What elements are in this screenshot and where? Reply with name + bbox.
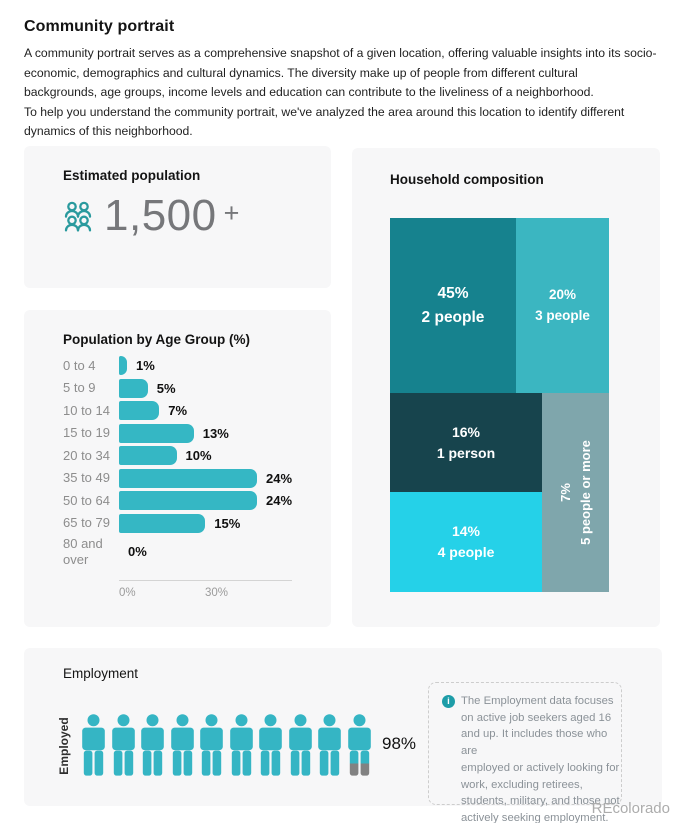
person-icon (139, 714, 166, 781)
age-bar (119, 468, 257, 488)
treemap-value-label: 16% (451, 423, 480, 440)
employment-value: 98% (382, 734, 417, 753)
age-chart-row: 5 to 9 5% (63, 378, 318, 398)
treemap-block: 45% 2 people (390, 218, 516, 393)
population-value: 1,500 (104, 191, 217, 240)
age-bar (119, 401, 160, 420)
person-icon (287, 714, 314, 781)
people-group-icon (61, 201, 95, 232)
treemap-value-label: 14% (451, 523, 480, 539)
info-icon: i (442, 695, 455, 708)
age-row-label: 35 to 49 (63, 470, 110, 486)
person-icon (80, 714, 107, 781)
household-composition-card: Household composition 45% 2 people 20% 3 pe… (352, 148, 660, 627)
age-bar-value: 13% (202, 425, 229, 441)
person-icon (346, 714, 373, 781)
age-bar-value: 0% (128, 544, 147, 560)
person-icon (110, 714, 137, 781)
treemap-block: 20% 3 people (516, 218, 609, 393)
treemap-category-label: 4 people (437, 544, 495, 560)
person-icon (228, 714, 255, 781)
age-bar (119, 378, 148, 398)
age-row-label: 15 to 19 (63, 425, 110, 441)
employment-note: The Employment data focuses on active jo… (461, 695, 620, 823)
treemap-value-label: 45% (437, 285, 469, 303)
treemap-block-text: 45% 2 people (422, 282, 485, 329)
treemap-value-label: 20% (548, 287, 576, 303)
person-icon (316, 714, 343, 781)
age-chart: 0 to 4 1% 5 to 9 5% 10 to 14 7% 15 to 19 13% 20 … (63, 356, 318, 571)
age-bar (119, 446, 177, 465)
employment-note-box: i The Employment data focuses on active … (428, 682, 622, 823)
age-bar-value: 7% (168, 403, 188, 418)
age-bar (119, 491, 257, 510)
age-bar-value: 24% (266, 470, 293, 486)
age-row-label: 65 to 79 (63, 515, 110, 531)
age-bar-value: 15% (214, 515, 241, 531)
employment-pictogram (80, 714, 373, 781)
age-chart-row: 35 to 49 24% (63, 468, 318, 488)
person-icon (257, 714, 284, 781)
age-bar (119, 423, 194, 443)
estimated-population-card: Estimated population 1,500 + (24, 146, 331, 288)
household-chart-title: Household composition (390, 172, 544, 187)
treemap-block: 16% 1 person (390, 393, 542, 492)
treemap-block-text: 16% 1 person (437, 422, 495, 464)
age-row-label: 0 to 4 (63, 357, 96, 373)
population-value-suffix: + (223, 197, 240, 228)
age-chart-axis-line (119, 580, 292, 581)
axis-tick-label-30: 30% (205, 587, 229, 599)
treemap-block-text: 14% 4 people (438, 521, 495, 563)
age-bar-value: 24% (266, 493, 293, 508)
age-chart-row: 65 to 79 15% (63, 513, 318, 533)
estimated-population-value-row: 1,500 + (61, 194, 239, 238)
age-chart-row: 50 to 64 24% (63, 491, 318, 510)
employment-axis-label: Employed (57, 717, 71, 775)
age-row-label: 80 and over (63, 536, 103, 567)
age-chart-row: 20 to 34 10% (63, 446, 318, 465)
treemap-category-label: 3 people (535, 307, 590, 323)
age-chart-title: Population by Age Group (%) (63, 332, 250, 347)
age-bar-value: 1% (136, 358, 155, 373)
axis-tick-label-0: 0% (119, 587, 136, 599)
age-chart-row: 80 and over 0% (63, 536, 318, 567)
treemap-block-text: 20% 3 people (535, 285, 590, 326)
treemap-block: 14% 4 people (390, 492, 542, 592)
treemap-category-label: 2 people (421, 308, 485, 326)
employment-card: Employment Employed 98% i The Employment… (24, 648, 662, 823)
estimated-population-title: Estimated population (63, 168, 201, 183)
recolorado-watermark: REcolorado (591, 800, 670, 817)
employment-title: Employment (63, 666, 139, 681)
treemap-category-label: 1 person (436, 444, 496, 461)
treemap-category-label: 5 people or more (577, 440, 593, 545)
age-bar (119, 356, 127, 375)
person-icon (198, 714, 225, 781)
age-chart-row: 15 to 19 13% (63, 423, 318, 443)
age-chart-row: 0 to 4 1% (63, 356, 318, 375)
age-bar-value: 10% (185, 448, 212, 463)
age-row-label: 20 to 34 (63, 447, 110, 463)
age-row-label: 5 to 9 (63, 380, 96, 396)
person-icon (169, 714, 196, 781)
age-chart-axis-labels: 0% 30% (119, 587, 292, 601)
treemap-value-label: 7% (558, 483, 573, 502)
age-group-chart-card: Population by Age Group (%) 0 to 4 1% 5 to… (24, 310, 331, 627)
page-title: Community portrait (24, 18, 175, 35)
page-description: A community portrait serves as a compreh… (24, 46, 657, 139)
household-treemap: 45% 2 people 20% 3 people 16% 1 person 14% 4 pe… (390, 218, 609, 592)
age-row-label: 50 to 64 (63, 492, 110, 508)
treemap-block: 7% 5 people or more (542, 393, 609, 592)
age-chart-row: 10 to 14 7% (63, 401, 318, 420)
age-bar-value: 5% (156, 380, 176, 396)
age-bar (119, 513, 206, 533)
age-row-label: 10 to 14 (63, 402, 110, 418)
treemap-block-text: 7% 5 people or more (556, 440, 595, 545)
